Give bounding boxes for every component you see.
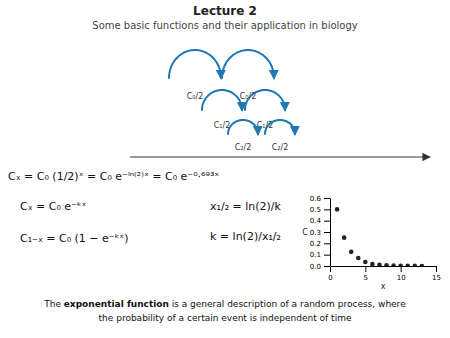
- formula: x₁/₂ = ln(2)/k: [210, 200, 282, 213]
- tick-label: 10: [397, 274, 406, 282]
- formula: Cₓ = C₀ (1/2)ˣ = C₀ e⁻ˡⁿ⁽²⁾ˣ = C₀ e⁻⁰·⁶⁹…: [8, 170, 219, 183]
- tick-mark: [324, 266, 330, 267]
- point: [342, 235, 347, 240]
- tick-mark: [330, 266, 331, 272]
- tick: 0.0: [310, 263, 330, 271]
- point: [335, 207, 340, 212]
- half-life-arch: [265, 120, 295, 134]
- point: [398, 263, 403, 266]
- plot-area: [335, 207, 424, 266]
- caption-part: is a general description of a random pro…: [172, 299, 406, 309]
- caption: Theexponential functionis a general desc…: [43, 299, 406, 309]
- formula: k = ln(2)/x₁/₂: [210, 230, 281, 243]
- y-axis-label: C: [302, 228, 308, 237]
- formula: Cₓ = C₀ e⁻ᵏˣ: [20, 200, 87, 213]
- subtitle: Some basic functions and their applicati…: [92, 20, 358, 31]
- tick-label: 0.5: [310, 206, 321, 214]
- half-life-arch: [245, 90, 285, 110]
- half-life-arch: [222, 50, 274, 78]
- tick-label: 0.1: [310, 251, 321, 259]
- half-life-arch: [169, 50, 221, 78]
- tick-mark: [324, 198, 330, 199]
- tick-mark: [324, 221, 330, 222]
- caption: the probability of a certain event is in…: [99, 313, 352, 323]
- tick-label: 0.2: [310, 240, 321, 248]
- y-axis: 0.0 0.1 0.2 0.3 0.4 0.5 0.6: [310, 195, 331, 271]
- tick-mark: [436, 266, 437, 272]
- caption-part: The: [43, 299, 61, 309]
- point: [356, 256, 361, 261]
- arch-label: C₁/2: [214, 121, 231, 130]
- tick: 0.4: [310, 217, 330, 225]
- tick-label: 0.6: [310, 195, 322, 203]
- tick-mark: [324, 209, 330, 210]
- tick-label: 15: [432, 274, 441, 282]
- tick-mark: [365, 266, 366, 272]
- half-life-arch: [202, 90, 242, 110]
- tick: 5: [364, 266, 368, 282]
- caption-part: exponential function: [64, 299, 169, 309]
- time-arrow: [130, 156, 430, 157]
- half-life-arch: [228, 120, 258, 134]
- point: [405, 264, 410, 266]
- point: [391, 263, 396, 266]
- point: [363, 260, 368, 265]
- point: [349, 250, 354, 255]
- title: Lecture 2: [193, 4, 257, 18]
- tick-mark: [324, 232, 330, 233]
- x-axis: 0 5 10 15: [328, 266, 441, 282]
- tick: 15: [432, 266, 441, 282]
- tick-label: 0.0: [310, 263, 321, 271]
- arch-label: C₀/2: [187, 92, 204, 101]
- tick: 0.5: [310, 206, 330, 214]
- tick-mark: [401, 266, 402, 272]
- tick-label: 0: [328, 274, 332, 282]
- point: [370, 262, 375, 266]
- point: [420, 264, 425, 266]
- tick: 0.2: [310, 240, 330, 248]
- point: [384, 263, 389, 266]
- x-axis-label: x: [381, 282, 386, 291]
- tick-label: 0.4: [310, 217, 322, 225]
- arch-label: C₂/2: [272, 143, 289, 152]
- page: Lecture 2 Some basic functions and their …: [0, 0, 450, 338]
- tick-label: 0.3: [310, 229, 321, 237]
- tick-mark: [324, 255, 330, 256]
- tick: 0.1: [310, 251, 330, 259]
- tick: 0: [328, 266, 332, 282]
- tick: 0.6: [310, 195, 330, 203]
- axis-line: [331, 266, 437, 267]
- tick-mark: [324, 243, 330, 244]
- point: [377, 263, 382, 266]
- arch-label: C₂/2: [235, 143, 252, 152]
- point: [413, 264, 418, 266]
- tick-label: 5: [364, 274, 368, 282]
- formula: C₁₋ₓ = C₀ (1 − e⁻ᵏˣ): [20, 232, 129, 245]
- tick: 10: [397, 266, 406, 282]
- tick: 0.3: [310, 229, 330, 237]
- axis-line: [330, 199, 331, 267]
